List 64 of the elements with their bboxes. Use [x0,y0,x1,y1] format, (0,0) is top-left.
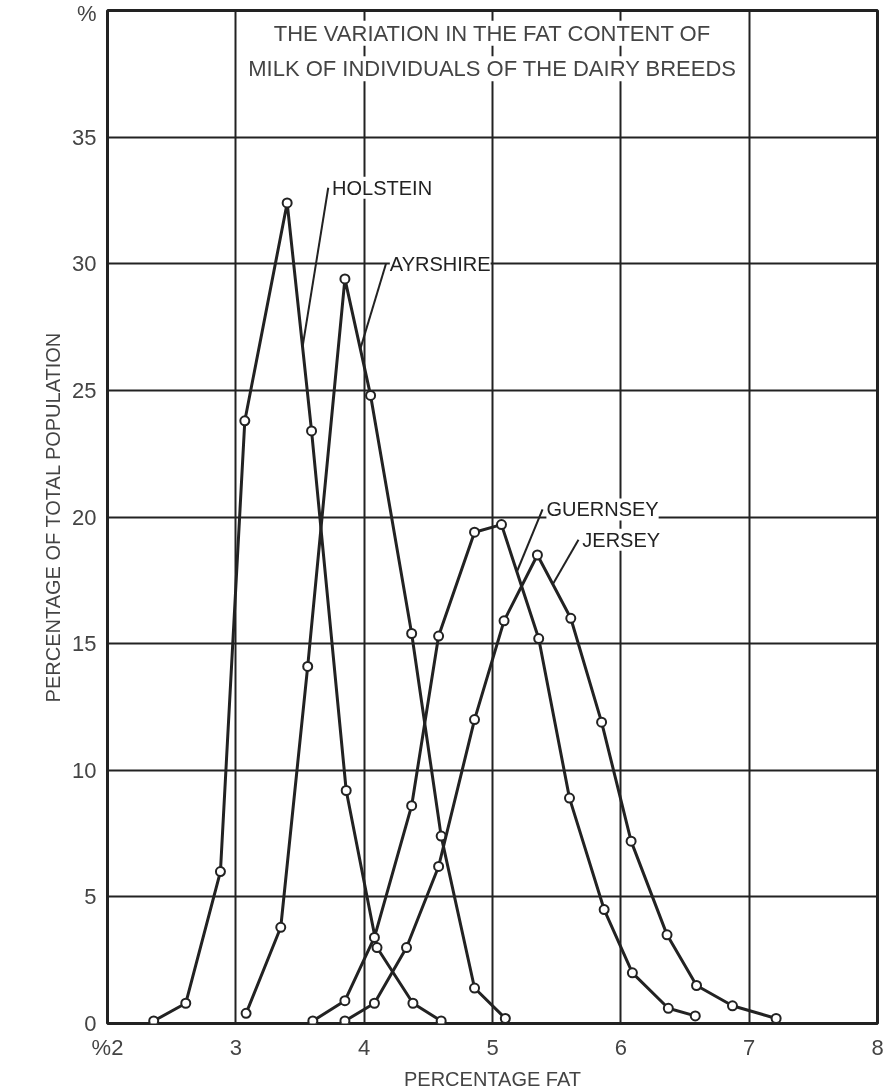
x-tick-label: 5 [486,1034,499,1060]
point [469,526,481,538]
point [598,904,610,916]
point [565,612,577,624]
point [661,929,673,941]
point [726,1000,738,1012]
point [214,866,226,878]
point [368,931,380,943]
point [275,921,287,933]
point [469,982,481,994]
point [339,995,351,1007]
point [406,628,418,639]
text: GUERNSEY [546,498,659,521]
text: AYRSHIRE [389,252,491,275]
y-tick-label: 25 [72,377,97,403]
point [662,1002,674,1014]
point [564,792,575,804]
x-tick-label: 4 [358,1034,371,1060]
point [339,273,351,285]
point [180,997,192,1009]
point [239,415,251,427]
point [407,997,419,1009]
point [531,549,543,561]
point [625,835,637,847]
point [306,425,318,437]
point [498,615,510,627]
point [148,1015,160,1024]
text: JERSEY [582,528,661,551]
point [433,860,445,872]
y-tick-label: 10 [72,757,97,783]
point [340,785,352,796]
y-tick-label: 35 [72,124,97,150]
y-tick-label: 30 [72,251,97,277]
point [626,967,638,979]
y-tick-label: 0 [84,1011,97,1036]
point [433,630,445,642]
x-axis-title: PERCENTAGE FAT [403,1067,582,1090]
point [368,997,380,1009]
y-tick-label: % [76,0,97,26]
point [371,942,383,954]
y-axis-title: PERCENTAGE OF TOTAL POPULATION [42,332,65,703]
x-tick-label: %2 [91,1034,124,1060]
point [406,800,418,812]
point [339,1015,351,1024]
point [596,716,608,728]
x-tick-label: 6 [614,1034,627,1060]
text: THE VARIATION IN THE FAT CONTENT OF MILK OF INDIVIDUALS OF THE DAIRY BREEDS [248,20,736,82]
point [691,980,703,991]
point [307,1015,319,1024]
text: HOLSTEIN [332,176,433,199]
point [281,197,293,209]
point [240,1007,252,1019]
y-tick-label: 15 [72,631,97,657]
point [469,714,481,726]
x-tick-label: 7 [743,1034,756,1060]
point [302,660,314,672]
x-tick-label: 3 [229,1034,242,1060]
x-tick-label: 8 [871,1034,884,1060]
y-tick-label: 20 [72,504,97,530]
point [689,1010,701,1022]
y-tick-label: 5 [84,884,97,910]
point [401,942,413,954]
point [495,519,507,531]
point [435,1015,447,1024]
